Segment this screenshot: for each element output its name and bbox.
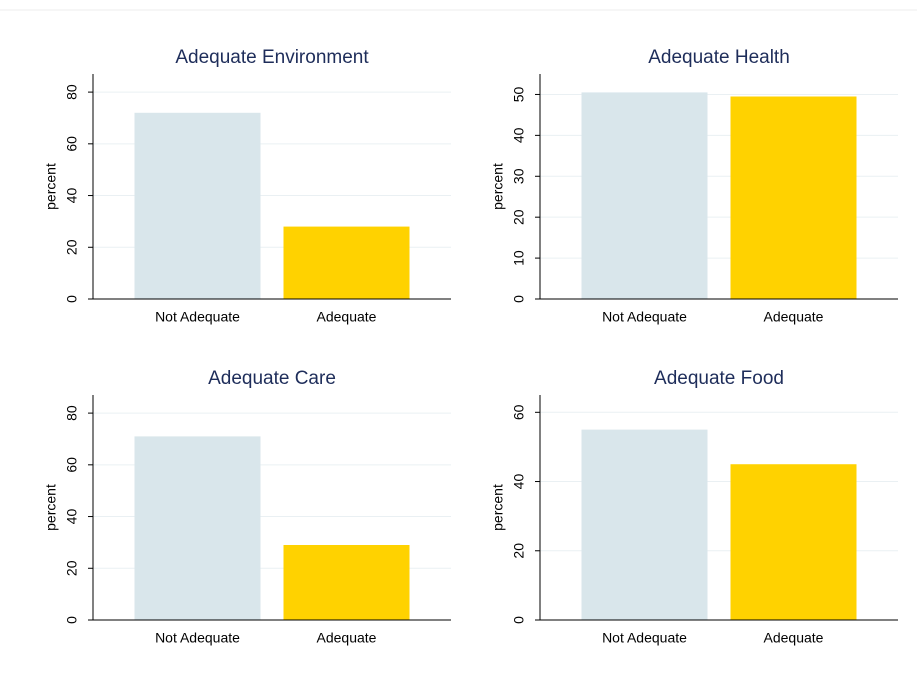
y-tick-label: 20 bbox=[511, 209, 527, 225]
bar bbox=[730, 464, 857, 620]
y-tick-label: 50 bbox=[511, 86, 527, 102]
y-tick-label: 0 bbox=[511, 616, 527, 624]
y-tick-label: 20 bbox=[511, 543, 527, 559]
y-axis-label: percent bbox=[490, 163, 506, 210]
y-tick-label: 80 bbox=[64, 84, 80, 100]
x-tick-label: Not Adequate bbox=[602, 309, 687, 325]
chart-title: Adequate Environment bbox=[175, 47, 369, 68]
y-tick-label: 0 bbox=[64, 295, 80, 303]
y-axis-label: percent bbox=[490, 484, 506, 531]
y-tick-label: 60 bbox=[64, 457, 80, 473]
bar bbox=[581, 429, 708, 620]
y-tick-label: 20 bbox=[64, 560, 80, 576]
y-axis-label: percent bbox=[43, 163, 59, 210]
x-tick-label: Not Adequate bbox=[602, 630, 687, 646]
bar bbox=[134, 436, 261, 620]
y-tick-label: 30 bbox=[511, 168, 527, 184]
x-tick-label: Not Adequate bbox=[155, 309, 240, 325]
y-tick-label: 60 bbox=[64, 136, 80, 152]
x-tick-label: Adequate bbox=[764, 309, 824, 325]
x-tick-label: Adequate bbox=[764, 630, 824, 646]
x-tick-label: Adequate bbox=[317, 630, 377, 646]
y-tick-label: 80 bbox=[64, 405, 80, 421]
y-tick-label: 10 bbox=[511, 250, 527, 266]
chart-title: Adequate Food bbox=[654, 368, 784, 389]
y-tick-label: 40 bbox=[64, 509, 80, 525]
bar bbox=[134, 112, 261, 299]
y-tick-label: 60 bbox=[511, 404, 527, 420]
bar bbox=[283, 226, 410, 299]
y-tick-label: 40 bbox=[511, 474, 527, 490]
chart-title: Adequate Care bbox=[208, 368, 336, 389]
y-axis-label: percent bbox=[43, 484, 59, 531]
x-tick-label: Not Adequate bbox=[155, 630, 240, 646]
y-tick-label: 40 bbox=[64, 188, 80, 204]
y-tick-label: 40 bbox=[511, 127, 527, 143]
chart-title: Adequate Health bbox=[648, 47, 790, 68]
y-tick-label: 0 bbox=[64, 616, 80, 624]
bar bbox=[730, 96, 857, 299]
y-tick-label: 20 bbox=[64, 239, 80, 255]
bar bbox=[283, 545, 410, 620]
y-tick-label: 0 bbox=[511, 295, 527, 303]
x-tick-label: Adequate bbox=[317, 309, 377, 325]
bar bbox=[581, 92, 708, 299]
